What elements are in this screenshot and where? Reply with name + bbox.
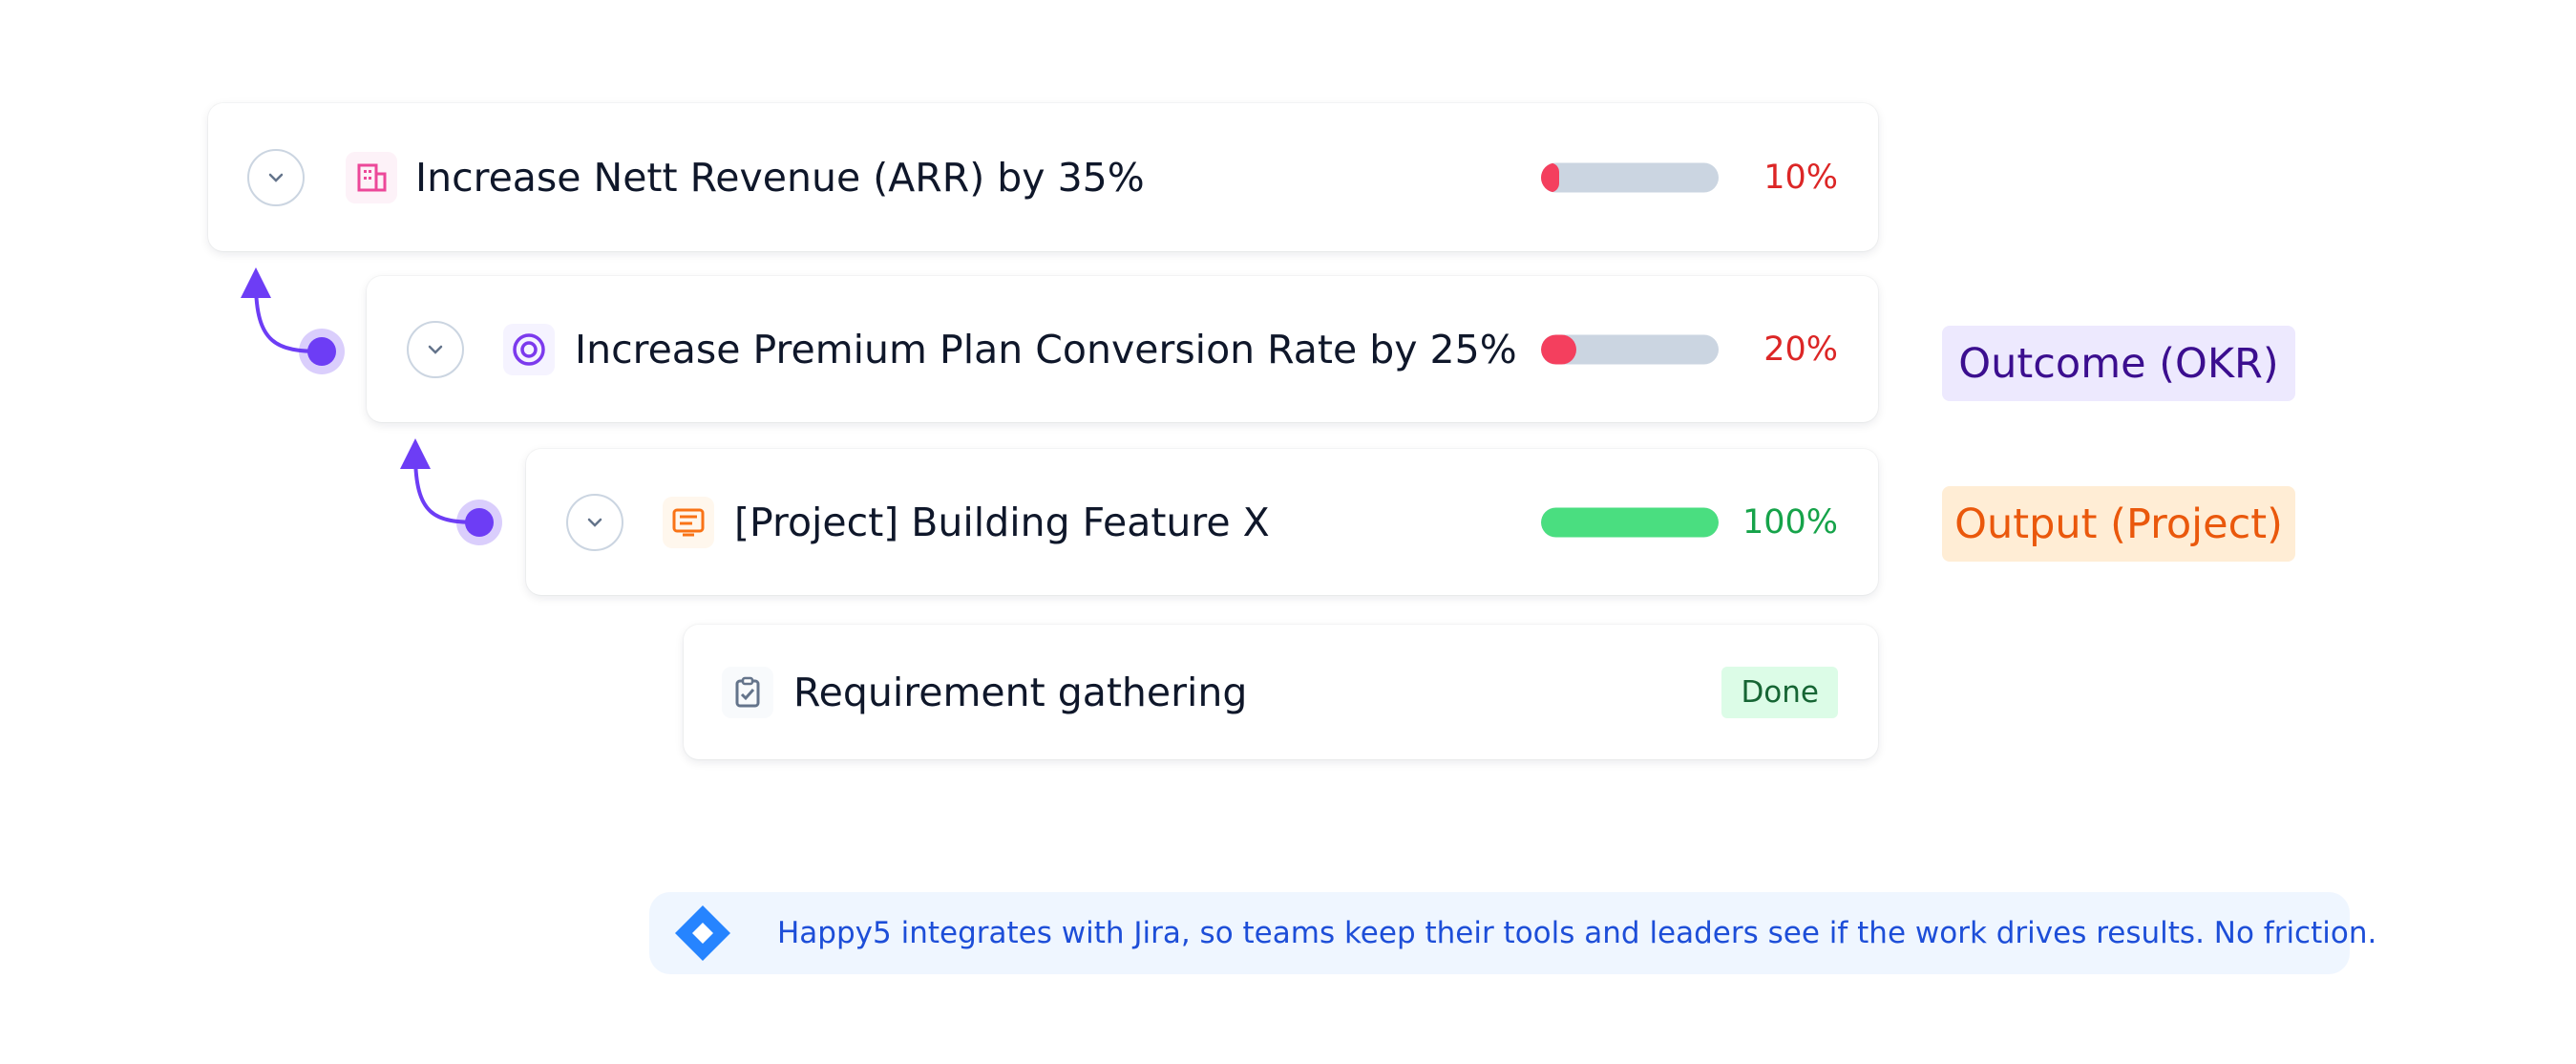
outcome-tag: Outcome (OKR) xyxy=(1942,326,2295,401)
task-icon xyxy=(722,666,773,718)
connector-dot xyxy=(465,508,494,537)
company-icon xyxy=(346,151,397,203)
connector-dot xyxy=(307,337,336,366)
progress-track xyxy=(1541,334,1719,364)
progress-label: 100% xyxy=(1742,502,1838,542)
progress-track xyxy=(1541,162,1719,192)
row-title: Increase Premium Plan Conversion Rate by… xyxy=(575,326,1517,372)
project-icon xyxy=(663,496,714,548)
progress-fill xyxy=(1541,334,1577,364)
collapse-button[interactable] xyxy=(247,148,305,206)
progress-track xyxy=(1541,507,1719,537)
row-card: Increase Premium Plan Conversion Rate by… xyxy=(367,276,1878,422)
progress-label: 10% xyxy=(1763,158,1838,197)
jira-banner: Happy5 integrates with Jira, so teams ke… xyxy=(649,892,2376,974)
collapse-button[interactable] xyxy=(566,493,623,551)
row-card: Requirement gathering Done xyxy=(684,625,1878,759)
status-badge: Done xyxy=(1721,666,1838,718)
row-title: Increase Nett Revenue (ARR) by 35% xyxy=(415,154,1145,201)
progress-fill xyxy=(1541,507,1719,537)
banner-text: Happy5 integrates with Jira, so teams ke… xyxy=(777,916,2377,950)
jira-logo xyxy=(675,905,730,961)
progress-fill xyxy=(1541,162,1559,192)
output-tag: Output (Project) xyxy=(1942,486,2295,562)
progress-label: 20% xyxy=(1763,330,1838,369)
row-card: [Project] Building Feature X 100% xyxy=(526,449,1878,595)
row-title: [Project] Building Feature X xyxy=(734,499,1270,545)
row-card: Increase Nett Revenue (ARR) by 35% 10% xyxy=(208,103,1878,251)
row-title: Requirement gathering xyxy=(793,669,1248,715)
collapse-button[interactable] xyxy=(407,320,464,378)
objective-icon xyxy=(503,323,555,375)
